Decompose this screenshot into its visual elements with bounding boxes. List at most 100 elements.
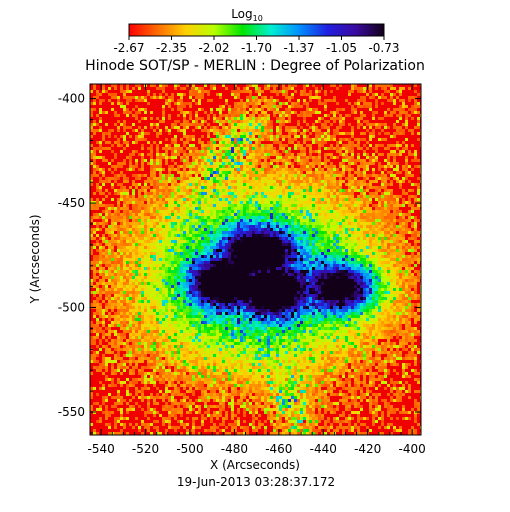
heatmap-cell [138, 258, 141, 261]
heatmap-cell [303, 222, 306, 225]
heatmap-cell [174, 228, 177, 231]
heatmap-cell [243, 168, 246, 171]
heatmap-cell [222, 243, 225, 246]
heatmap-cell [243, 102, 246, 105]
heatmap-cell [333, 177, 336, 180]
heatmap-cell [147, 258, 150, 261]
heatmap-cell [219, 186, 222, 189]
heatmap-cell [246, 141, 249, 144]
heatmap-cell [378, 231, 381, 234]
heatmap-cell [204, 249, 207, 252]
heatmap-cell [225, 162, 228, 165]
heatmap-cell [303, 213, 306, 216]
heatmap-cell [294, 126, 297, 129]
heatmap-cell [315, 159, 318, 162]
heatmap-cell [189, 255, 192, 258]
heatmap-cell [162, 189, 165, 192]
heatmap-cell [120, 195, 123, 198]
heatmap-cell [183, 141, 186, 144]
heatmap-cell [192, 225, 195, 228]
heatmap-cell [375, 150, 378, 153]
heatmap-cell [219, 117, 222, 120]
heatmap-cell [246, 123, 249, 126]
heatmap-cell [99, 177, 102, 180]
heatmap-cell [207, 132, 210, 135]
heatmap-cell [357, 243, 360, 246]
heatmap-cell [372, 159, 375, 162]
heatmap-cell [417, 231, 420, 234]
heatmap-cell [147, 225, 150, 228]
heatmap-cell [219, 114, 222, 117]
heatmap-cell [363, 150, 366, 153]
heatmap-cell [228, 234, 231, 237]
heatmap-cell [111, 177, 114, 180]
heatmap-cell [309, 222, 312, 225]
heatmap-cell [186, 243, 189, 246]
heatmap-cell [180, 207, 183, 210]
heatmap-cell [405, 162, 408, 165]
heatmap-cell [120, 105, 123, 108]
heatmap-cell [303, 165, 306, 168]
heatmap-cell [183, 156, 186, 159]
heatmap-cell [297, 228, 300, 231]
heatmap-cell [231, 156, 234, 159]
heatmap-cell [147, 198, 150, 201]
heatmap-cell [399, 186, 402, 189]
heatmap-cell [180, 180, 183, 183]
heatmap-cell [201, 252, 204, 255]
heatmap-cell [369, 183, 372, 186]
heatmap-cell [129, 159, 132, 162]
heatmap-cell [282, 114, 285, 117]
heatmap-cell [267, 240, 270, 243]
heatmap-cell [186, 225, 189, 228]
heatmap-cell [192, 234, 195, 237]
heatmap-cell [297, 135, 300, 138]
heatmap-cell [318, 231, 321, 234]
heatmap-cell [231, 111, 234, 114]
heatmap-cell [330, 174, 333, 177]
heatmap-cell [306, 210, 309, 213]
heatmap-cell [327, 120, 330, 123]
heatmap-cell [405, 201, 408, 204]
heatmap-cell [336, 147, 339, 150]
heatmap-cell [387, 237, 390, 240]
heatmap-cell [285, 252, 288, 255]
heatmap-cell [156, 249, 159, 252]
heatmap-cell [150, 249, 153, 252]
heatmap-cell [324, 141, 327, 144]
heatmap-cell [186, 258, 189, 261]
heatmap-cell [240, 165, 243, 168]
heatmap-cell [255, 159, 258, 162]
heatmap-cell [225, 204, 228, 207]
heatmap-cell [273, 246, 276, 249]
heatmap-cell [393, 195, 396, 198]
heatmap-cell [354, 213, 357, 216]
heatmap-cell [243, 87, 246, 90]
heatmap-cell [336, 141, 339, 144]
heatmap-cell [372, 129, 375, 132]
heatmap-cell [123, 105, 126, 108]
heatmap-cell [390, 180, 393, 183]
heatmap-cell [90, 150, 93, 153]
heatmap-cell [282, 117, 285, 120]
heatmap-cell [96, 123, 99, 126]
heatmap-cell [387, 126, 390, 129]
heatmap-cell [168, 129, 171, 132]
heatmap-cell [141, 189, 144, 192]
heatmap-cell [177, 165, 180, 168]
heatmap-cell [153, 162, 156, 165]
heatmap-cell [129, 186, 132, 189]
heatmap-cell [396, 228, 399, 231]
heatmap-cell [309, 252, 312, 255]
heatmap-cell [162, 219, 165, 222]
heatmap-cell [132, 219, 135, 222]
heatmap-cell [267, 216, 270, 219]
heatmap-cell [390, 258, 393, 261]
heatmap-cell [336, 210, 339, 213]
heatmap-cell [126, 237, 129, 240]
heatmap-cell [300, 246, 303, 249]
heatmap-cell [189, 225, 192, 228]
heatmap-cell [279, 189, 282, 192]
heatmap-cell [153, 165, 156, 168]
heatmap-cell [291, 171, 294, 174]
